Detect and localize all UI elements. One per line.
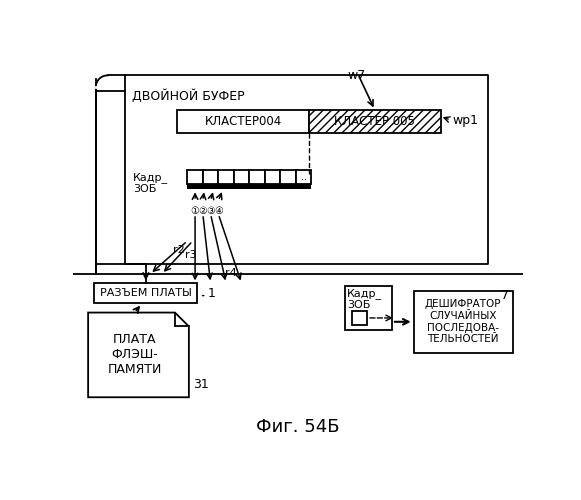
Bar bbox=[309, 110, 441, 133]
Text: Фиг. 54Б: Фиг. 54Б bbox=[256, 418, 339, 436]
Text: 31: 31 bbox=[193, 378, 209, 391]
Bar bbox=[346, 286, 392, 331]
Text: ②: ② bbox=[199, 206, 207, 216]
Bar bbox=[187, 184, 311, 190]
Text: w7: w7 bbox=[348, 69, 366, 82]
Text: ①: ① bbox=[191, 206, 199, 216]
Bar bbox=[203, 170, 218, 184]
Text: ДЕШИФРАТОР
СЛУЧАЙНЫХ
ПОСЛЕДОВА-
ТЕЛЬНОСТЕЙ: ДЕШИФРАТОР СЛУЧАЙНЫХ ПОСЛЕДОВА- ТЕЛЬНОСТ… bbox=[425, 300, 501, 344]
Text: 1: 1 bbox=[207, 287, 216, 300]
Text: 7: 7 bbox=[501, 290, 509, 302]
Bar bbox=[414, 291, 513, 352]
Text: ПЛАТА
ФЛЭШ-
ПАМЯТИ: ПЛАТА ФЛЭШ- ПАМЯТИ bbox=[107, 334, 162, 376]
Text: КЛАСТЕР 005: КЛАСТЕР 005 bbox=[335, 115, 415, 128]
Text: ДВОЙНОЙ БУФЕР: ДВОЙНОЙ БУФЕР bbox=[131, 90, 244, 103]
Bar bbox=[249, 170, 265, 184]
Bar bbox=[280, 170, 296, 184]
Text: wp1: wp1 bbox=[453, 114, 478, 126]
Text: ..: .. bbox=[300, 172, 307, 182]
Text: Кадр_
3ОБ: Кадр_ 3ОБ bbox=[133, 172, 168, 194]
Text: r2: r2 bbox=[173, 245, 185, 255]
Bar bbox=[352, 311, 367, 325]
Bar bbox=[265, 170, 280, 184]
Text: r3: r3 bbox=[185, 250, 196, 260]
Bar bbox=[125, 76, 488, 264]
Bar bbox=[218, 170, 234, 184]
Text: Кадр_
3ОБ: Кадр_ 3ОБ bbox=[347, 288, 382, 310]
Text: r4: r4 bbox=[224, 268, 236, 278]
Bar bbox=[187, 170, 203, 184]
Bar bbox=[234, 170, 249, 184]
Text: РАЗЪЕМ ПЛАТЫ: РАЗЪЕМ ПЛАТЫ bbox=[100, 288, 192, 298]
Bar bbox=[296, 170, 311, 184]
Text: ④: ④ bbox=[214, 206, 223, 216]
Text: ③: ③ bbox=[206, 206, 215, 216]
Bar bbox=[94, 284, 198, 304]
Bar bbox=[177, 110, 309, 133]
Text: КЛАСТЕР004: КЛАСТЕР004 bbox=[205, 115, 282, 128]
Polygon shape bbox=[88, 312, 189, 398]
